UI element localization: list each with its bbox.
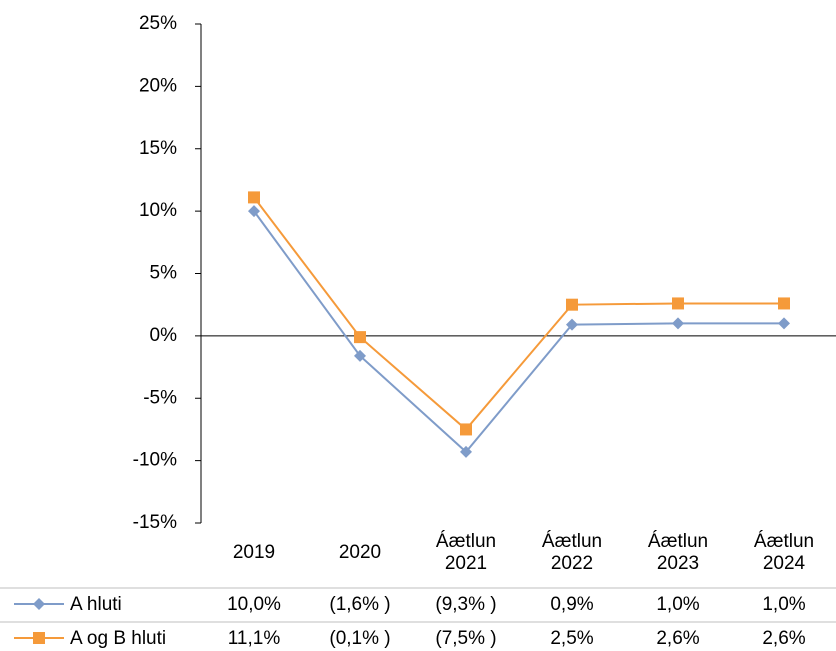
data-label: (1,6% )	[329, 594, 390, 615]
y-tick-label: 20%	[139, 75, 177, 96]
marker	[33, 598, 45, 610]
marker	[672, 297, 684, 310]
x-tick-label: Áætlun 2022	[541, 531, 603, 574]
data-label: (0,1% )	[329, 628, 390, 649]
data-label: (9,3% )	[435, 594, 496, 615]
marker	[248, 191, 260, 204]
marker	[248, 205, 260, 218]
data-label: 11,1%	[228, 628, 281, 649]
x-tick-label: 2020	[338, 542, 382, 563]
y-tick-label: 15%	[139, 138, 177, 159]
y-tick-label: -15%	[133, 512, 177, 533]
x-tick-label: 2019	[232, 542, 276, 563]
data-label: 0,9%	[550, 594, 593, 615]
data-label: 10,0%	[227, 594, 281, 615]
marker	[354, 349, 366, 362]
y-tick-label: -10%	[133, 450, 177, 471]
data-label: 2,6%	[762, 628, 805, 649]
y-tick-label: 10%	[139, 200, 177, 221]
series-line	[253, 210, 784, 454]
y-tick-label: 25%	[139, 13, 177, 34]
marker	[672, 317, 684, 330]
y-tick-label: 0%	[150, 325, 178, 346]
marker	[566, 298, 578, 311]
marker	[778, 317, 790, 330]
marker	[460, 445, 472, 458]
legend-label: A og B hluti	[70, 628, 166, 649]
y-tick-label: -5%	[143, 387, 177, 408]
x-tick-label: Áætlun 2023	[647, 531, 709, 574]
marker	[566, 318, 578, 331]
x-tick-label: Áætlun 2024	[753, 531, 815, 574]
data-label: 2,6%	[656, 628, 699, 649]
y-tick-label: 5%	[150, 263, 178, 284]
data-label: 1,0%	[656, 594, 699, 615]
x-tick-label: Áætlun 2021	[435, 531, 497, 574]
marker	[460, 423, 472, 436]
marker	[354, 331, 366, 344]
data-label: (7,5% )	[435, 628, 496, 649]
legend-label: A hluti	[70, 594, 122, 615]
data-label: 1,0%	[762, 594, 805, 615]
marker	[33, 632, 45, 644]
marker	[778, 297, 790, 310]
series-line	[253, 196, 784, 431]
data-label: 2,5%	[550, 628, 593, 649]
